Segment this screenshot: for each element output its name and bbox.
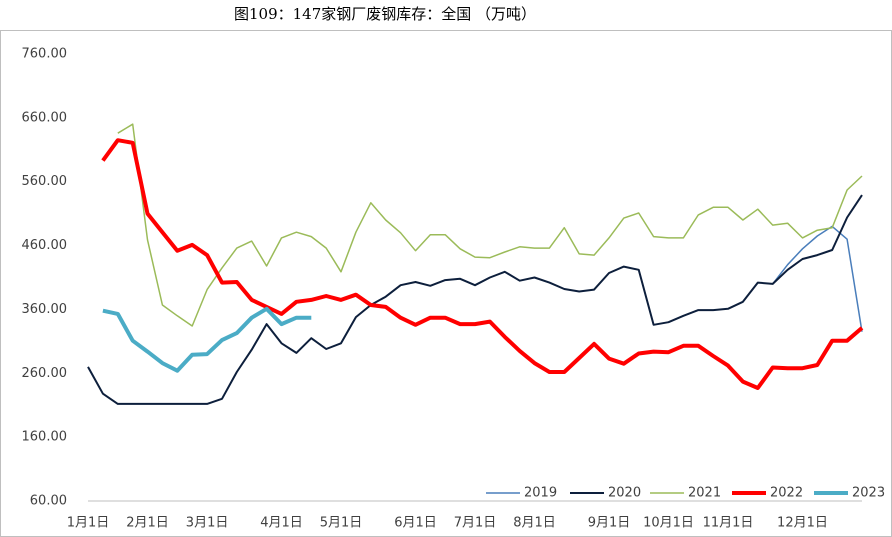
series-line — [772, 225, 863, 332]
x-tick-label: 5月1日 — [320, 516, 363, 531]
x-tick-label: 12月1日 — [777, 516, 828, 531]
x-tick-label: 2月1日 — [126, 516, 169, 531]
x-tick-label: 1月1日 — [67, 516, 110, 531]
x-tick-label: 7月1日 — [454, 516, 497, 531]
chart-title: 图109：147家钢厂废钢库存：全国 （万吨） — [234, 5, 536, 23]
series-line — [117, 123, 863, 327]
x-tick-label: 10月1日 — [643, 516, 694, 531]
series-line — [101, 138, 864, 390]
x-tick-label: 4月1日 — [260, 516, 303, 531]
y-tick-label: 460.00 — [22, 238, 68, 253]
legend-label: 2022 — [770, 486, 803, 501]
series-line — [102, 306, 312, 373]
x-tick-label: 3月1日 — [186, 516, 229, 531]
x-tick-label: 11月1日 — [703, 516, 754, 531]
y-tick-label: 360.00 — [22, 302, 68, 317]
legend-label: 2019 — [524, 486, 557, 501]
x-tick-label: 8月1日 — [513, 516, 556, 531]
legend-label: 2021 — [688, 486, 721, 501]
series-line — [87, 194, 863, 405]
legend-label: 2020 — [608, 486, 641, 501]
y-tick-label: 560.00 — [22, 174, 68, 189]
y-tick-label: 60.00 — [30, 494, 67, 509]
y-tick-label: 160.00 — [22, 430, 68, 445]
legend-label: 2023 — [852, 486, 885, 501]
x-tick-label: 6月1日 — [394, 516, 437, 531]
y-tick-label: 760.00 — [22, 47, 68, 62]
y-tick-label: 660.00 — [22, 110, 68, 125]
y-tick-label: 260.00 — [22, 366, 68, 381]
x-tick-label: 9月1日 — [588, 516, 631, 531]
